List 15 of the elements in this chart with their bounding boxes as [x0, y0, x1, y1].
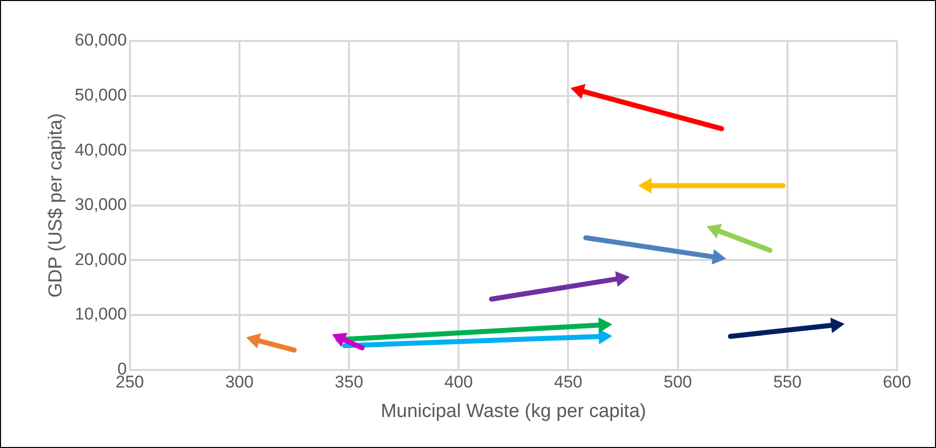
- x-tick-label: 500: [664, 372, 692, 392]
- y-axis-title: GDP (US$ per capita): [46, 113, 67, 298]
- y-tick-label: 60,000: [74, 30, 127, 50]
- x-tick-label: 450: [554, 372, 582, 392]
- y-tick-label: 30,000: [74, 195, 127, 214]
- y-tick-label: 50,000: [74, 85, 127, 104]
- x-tick-label: 350: [334, 372, 364, 392]
- y-tick-label: 40,000: [74, 140, 127, 160]
- y-tick-label: 10,000: [74, 304, 127, 324]
- x-tick-label: 400: [444, 372, 473, 392]
- x-tick-label: 600: [882, 372, 912, 392]
- y-tick-label: 20,000: [74, 250, 127, 269]
- x-tick-label: 550: [773, 372, 802, 392]
- x-axis-title: Municipal Waste (kg per capita): [380, 400, 646, 422]
- x-tick-label: 300: [225, 372, 254, 392]
